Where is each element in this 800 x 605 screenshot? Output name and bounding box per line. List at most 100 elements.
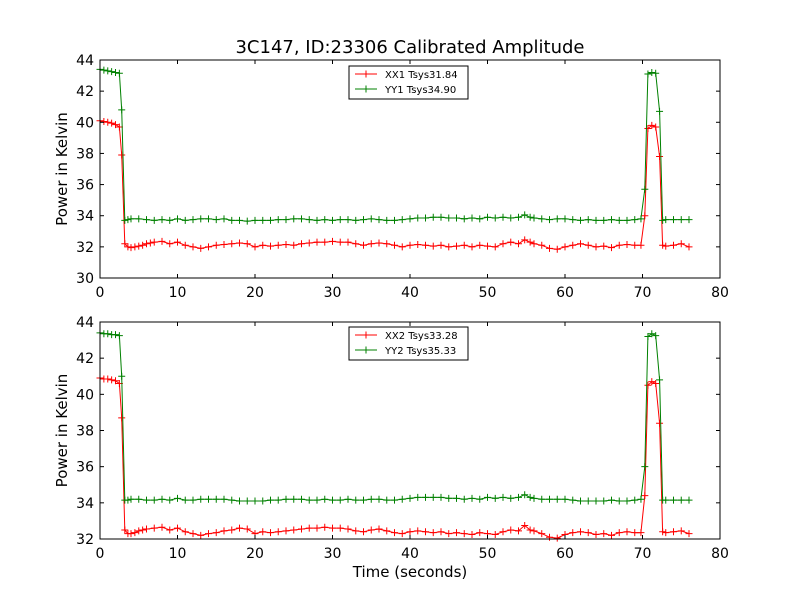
data-point-marker	[236, 524, 243, 532]
data-point-marker	[406, 215, 414, 223]
data-point-marker	[445, 494, 453, 502]
data-point-marker	[205, 495, 212, 503]
data-point-marker	[631, 496, 639, 504]
data-point-marker	[546, 216, 553, 224]
y-tick-label: 34	[76, 209, 94, 225]
data-point-marker	[615, 497, 623, 505]
data-point-marker	[243, 240, 251, 248]
data-point-marker	[104, 118, 112, 126]
data-point-marker	[115, 69, 123, 77]
data-point-marker	[453, 494, 460, 502]
data-point-marker	[670, 528, 677, 536]
y-tick-label: 38	[76, 424, 94, 440]
data-point-marker	[445, 243, 453, 251]
data-point-marker	[468, 243, 476, 251]
x-tick-label: 70	[634, 285, 652, 301]
data-point-marker	[118, 106, 126, 114]
data-point-marker	[499, 213, 507, 221]
data-point-marker	[336, 524, 344, 532]
data-point-marker	[631, 529, 639, 537]
data-point-marker	[414, 493, 422, 501]
data-point-marker	[515, 527, 522, 535]
data-point-marker	[329, 496, 336, 504]
legend-marker	[362, 331, 370, 339]
data-point-marker	[228, 496, 236, 504]
data-point-marker	[360, 241, 367, 249]
data-point-marker	[197, 244, 205, 252]
data-point-marker	[677, 240, 685, 248]
data-point-marker	[143, 496, 150, 504]
data-point-marker	[515, 493, 522, 501]
data-point-marker	[391, 241, 398, 249]
data-point-marker	[538, 215, 546, 223]
data-point-marker	[484, 493, 491, 501]
y-tick-label: 36	[76, 460, 94, 476]
data-point-marker	[468, 494, 476, 502]
data-point-marker	[108, 376, 116, 384]
data-point-marker	[546, 495, 553, 503]
data-point-marker	[507, 494, 515, 502]
data-point-marker	[577, 497, 584, 505]
data-point-marker	[212, 241, 220, 249]
data-point-marker	[592, 497, 600, 505]
data-point-marker	[406, 494, 414, 502]
data-point-marker	[637, 495, 645, 503]
data-point-marker	[453, 214, 460, 222]
data-point-marker	[437, 493, 445, 501]
data-point-marker	[298, 525, 305, 533]
data-point-marker	[468, 530, 476, 538]
data-point-marker	[166, 216, 174, 224]
data-point-marker	[336, 496, 344, 504]
data-point-marker	[491, 243, 499, 251]
data-point-marker	[526, 238, 534, 246]
data-point-marker	[150, 238, 158, 246]
data-point-marker	[476, 529, 484, 537]
data-point-marker	[637, 215, 645, 223]
data-point-marker	[313, 238, 321, 246]
legend-box	[348, 326, 469, 361]
data-point-marker	[577, 528, 584, 536]
data-point-marker	[383, 527, 391, 535]
data-point-marker	[398, 530, 406, 538]
data-point-marker	[644, 125, 652, 133]
x-tick-label: 20	[246, 285, 264, 301]
data-point-marker	[437, 528, 445, 536]
data-point-marker	[659, 528, 667, 536]
data-point-marker	[623, 528, 631, 536]
chart-title: 3C147, ID:23306 Calibrated Amplitude	[235, 37, 584, 58]
data-point-marker	[476, 495, 484, 503]
data-point-marker	[623, 497, 631, 505]
data-point-marker	[243, 217, 251, 225]
data-point-marker	[656, 419, 664, 427]
data-point-marker	[243, 497, 251, 505]
data-point-marker	[383, 240, 391, 248]
data-point-marker	[677, 216, 685, 224]
data-point-marker	[131, 529, 139, 537]
data-point-marker	[352, 216, 360, 224]
data-point-marker	[290, 241, 298, 249]
x-tick-label: 80	[711, 285, 729, 301]
data-point-marker	[274, 528, 282, 536]
data-point-marker	[282, 241, 290, 249]
data-point-marker	[460, 530, 468, 538]
data-point-marker	[135, 495, 143, 503]
data-point-marker	[115, 332, 123, 340]
data-point-marker	[422, 528, 429, 536]
data-point-marker	[569, 529, 577, 537]
data-point-marker	[100, 66, 108, 74]
data-point-marker	[414, 214, 422, 222]
data-point-marker	[507, 214, 515, 222]
data-point-marker	[352, 527, 360, 535]
data-point-marker	[569, 496, 577, 504]
data-point-marker	[644, 70, 652, 78]
data-point-marker	[220, 495, 228, 503]
data-point-marker	[251, 497, 259, 505]
data-point-marker	[592, 530, 600, 538]
data-point-marker	[530, 494, 538, 502]
data-point-marker	[648, 68, 656, 76]
data-point-marker	[127, 215, 135, 223]
data-point-marker	[118, 151, 126, 159]
data-point-marker	[460, 241, 468, 249]
data-point-marker	[491, 494, 499, 502]
data-point-marker	[181, 241, 189, 249]
